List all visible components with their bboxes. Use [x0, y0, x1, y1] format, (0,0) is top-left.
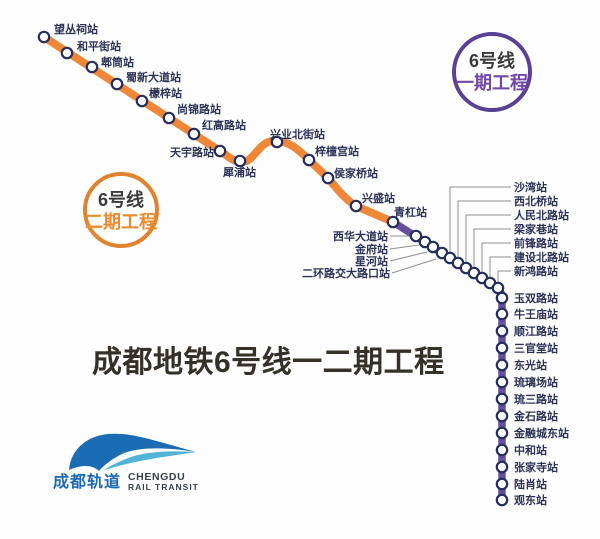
station-label: 前锋路站 — [514, 236, 558, 250]
station-dot — [37, 30, 51, 44]
label-connector — [449, 186, 511, 252]
station-label: 三官堂站 — [514, 341, 558, 355]
station-dot — [495, 324, 509, 338]
page-title: 成都地铁6号线一二期工程 — [92, 346, 445, 379]
station-dot — [321, 171, 335, 185]
station-label: 尚锦路站 — [177, 102, 221, 116]
station-dot — [233, 154, 247, 168]
station-label: 西北桥站 — [514, 194, 558, 208]
chengdu-rail-transit-logo: 成都轨道 CHENGDU RAIL TRANSIT — [53, 433, 199, 492]
station-dot — [495, 392, 509, 406]
station-dot — [349, 199, 363, 213]
station-label: 望丛祠站 — [54, 22, 98, 36]
station-label: 新鸿路站 — [514, 264, 558, 278]
logo-swoosh-dark — [69, 433, 196, 471]
station-dot — [110, 77, 124, 91]
label-connector — [481, 242, 511, 272]
badge-phase1-phase-label: 一期工程 — [456, 73, 528, 93]
label-connector — [391, 258, 437, 274]
station-dot — [495, 307, 509, 321]
station-label: 人民北路站 — [514, 208, 569, 222]
station-dot — [495, 375, 509, 389]
station-dot — [495, 443, 509, 457]
station-label: 琉璃场站 — [514, 375, 558, 389]
badge-phase1-ring — [452, 32, 532, 112]
station-label: 青杠站 — [394, 205, 427, 219]
logo-swoosh-light — [104, 451, 196, 470]
station-dot — [495, 426, 509, 440]
station-label: 二环路交大路口站 — [302, 266, 390, 280]
station-label: 玉双路站 — [514, 291, 558, 305]
station-dot — [495, 341, 509, 355]
station-label: 东光站 — [514, 358, 547, 372]
station-label: 天宇路站 — [170, 145, 214, 159]
label-connector — [457, 200, 511, 257]
station-label: 红高路站 — [202, 118, 246, 132]
station-dot — [187, 127, 201, 141]
station-dot — [213, 144, 227, 158]
station-dot — [386, 215, 400, 229]
station-label: 星河站 — [355, 254, 388, 268]
station-label: 金融城东站 — [513, 426, 569, 440]
station-dot — [495, 477, 509, 491]
station-dot — [135, 94, 149, 108]
label-connectors-group — [389, 186, 511, 282]
label-connector — [489, 256, 511, 277]
logo-english-line2: RAIL TRANSIT — [128, 482, 199, 492]
station-dot — [495, 291, 509, 305]
label-connector — [497, 270, 511, 282]
station-label: 兴业北街站 — [270, 127, 325, 141]
badge-phase2-phase-label: 二期工程 — [85, 212, 157, 232]
station-label: 琉三路站 — [514, 392, 558, 406]
station-label: 观东站 — [514, 493, 547, 507]
badge-phase2: 6号线 二期工程 — [83, 172, 159, 248]
badge-phase1: 6号线 一期工程 — [452, 32, 532, 112]
station-label: 犀浦站 — [222, 165, 256, 179]
station-dot — [491, 281, 505, 295]
logo-chinese-text: 成都轨道 — [53, 472, 121, 491]
label-connector — [389, 244, 420, 250]
station-label: 兴盛站 — [362, 191, 395, 205]
station-label: 中和站 — [514, 443, 547, 457]
station-label: 西华大道站 — [333, 229, 388, 243]
station-label: 建设北路站 — [514, 250, 569, 264]
station-dot — [409, 229, 423, 243]
label-connector — [473, 228, 511, 267]
station-dot — [162, 111, 176, 125]
station-label: 和平街站 — [77, 39, 121, 53]
station-label: 金府站 — [354, 242, 388, 256]
station-dots-group — [37, 30, 509, 507]
station-dot — [495, 460, 509, 474]
label-connector — [389, 251, 428, 262]
badge-phase2-ring — [83, 172, 159, 248]
badge-phase1-line-label: 6号线 — [469, 50, 515, 71]
station-label: 梁家巷站 — [513, 222, 558, 236]
station-dot — [270, 135, 284, 149]
station-label: 张家寺站 — [514, 460, 558, 474]
badge-phase2-line-label: 6号线 — [98, 189, 144, 210]
station-dot — [426, 240, 440, 254]
station-dot — [302, 153, 316, 167]
station-label: 侯家桥站 — [334, 166, 378, 180]
station-label: 顺江路站 — [514, 324, 558, 338]
label-connector — [465, 214, 511, 262]
station-label: 梓橦宫站 — [315, 144, 359, 158]
station-label: 郫筒站 — [101, 55, 134, 69]
station-label: 檬梓站 — [149, 86, 182, 100]
station-label: 牛王庙站 — [514, 307, 558, 321]
station-dot — [495, 358, 509, 372]
station-dot — [495, 493, 509, 507]
station-label: 沙湾站 — [514, 180, 547, 194]
station-dot — [495, 409, 509, 423]
station-dot — [85, 60, 99, 74]
station-label: 蜀新大道站 — [126, 70, 181, 84]
station-label: 金石路站 — [513, 409, 558, 423]
station-label: 陆肖站 — [514, 477, 547, 491]
station-dot — [60, 46, 74, 60]
logo-english-line1: CHENGDU — [128, 471, 185, 483]
